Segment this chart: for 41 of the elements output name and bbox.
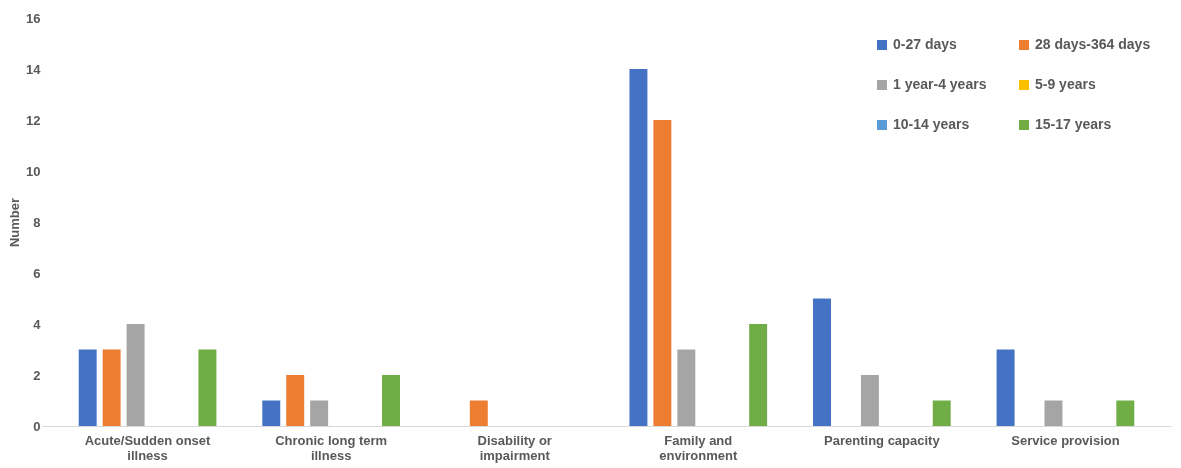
legend-label: 10-14 years (893, 116, 970, 132)
bar (102, 349, 121, 426)
bar (310, 400, 329, 426)
x-tick-label: Parenting capacity (824, 432, 941, 448)
bar (262, 400, 281, 426)
x-tick-label: Family and environment (659, 432, 738, 463)
bar (78, 349, 97, 426)
legend-label: 0-27 days (893, 36, 958, 52)
bar (677, 349, 696, 426)
y-tick-label: 4 (33, 316, 42, 332)
x-tick-label: Acute/Sudden onset illness (84, 432, 212, 463)
x-tick-label: Disability or impairment (477, 432, 552, 463)
bar (996, 349, 1015, 426)
bar (932, 400, 951, 426)
legend-label: 28 days-364 days (1035, 36, 1151, 52)
bar (629, 69, 648, 426)
bar (653, 120, 672, 426)
bar (382, 375, 400, 426)
bar (1116, 400, 1135, 426)
y-tick-label: 10 (26, 163, 41, 179)
bar (469, 400, 488, 426)
y-tick-label: 12 (26, 112, 41, 128)
y-tick-label: 14 (26, 61, 42, 77)
bar (749, 324, 768, 426)
y-axis-title: Number (7, 197, 23, 248)
x-tick-label: Chronic long term illness (275, 432, 388, 463)
bar (126, 324, 145, 426)
legend-label: 5-9 years (1035, 76, 1096, 92)
y-tick-label: 8 (33, 214, 41, 230)
bar (813, 298, 831, 426)
bar (1044, 400, 1063, 426)
bar (860, 375, 879, 426)
y-tick-label: 16 (26, 10, 41, 26)
legend-label: 1 year-4 years (893, 76, 987, 92)
x-tick-label: Service provision (1011, 432, 1120, 448)
bar (286, 375, 305, 426)
y-tick-label: 6 (33, 265, 41, 281)
legend-label: 15-17 years (1035, 116, 1112, 132)
y-tick-label: 2 (33, 367, 41, 383)
y-tick-label: 0 (33, 418, 41, 434)
bar (198, 349, 217, 426)
